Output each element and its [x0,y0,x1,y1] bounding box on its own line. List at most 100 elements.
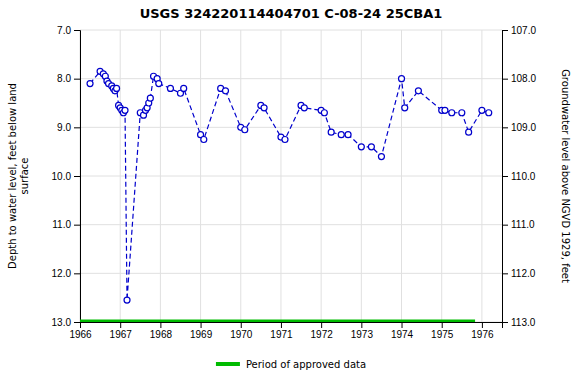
tick-mark [74,225,80,226]
tick: 11.0 [52,219,80,230]
tick: 109.0 [502,122,536,133]
tick-label: 1976 [471,329,494,340]
tick-mark [402,322,403,328]
tick-mark [74,79,80,80]
tick: 12.0 [52,268,80,279]
legend-swatch [216,362,240,366]
point [415,88,421,94]
tick: 110.0 [502,171,536,182]
point [124,297,130,303]
tick-label: 109.0 [511,122,536,133]
tick: 113.0 [502,317,536,328]
tick-label: 110.0 [511,171,536,182]
tick: 1975 [431,322,454,340]
point [122,107,128,113]
tick-label: 9.0 [57,122,71,133]
point [328,129,334,135]
point [87,81,93,87]
tick-mark [361,322,362,328]
tick: 1972 [311,322,334,340]
tick: 10.0 [52,171,80,182]
point [345,132,351,138]
grid-line [80,224,502,225]
point [114,85,120,91]
tick-label: 108.0 [511,73,536,84]
tick: 1966 [69,322,92,340]
axis-line [503,31,509,323]
tick-mark [321,322,322,328]
axis-line [74,31,81,323]
tick: 108.0 [502,73,536,84]
tick-mark [502,322,508,323]
point [147,95,153,101]
tick-label: 112.0 [511,268,536,279]
tick: 1970 [230,322,253,340]
period-bar [80,320,475,323]
point [466,129,472,135]
point [338,132,344,138]
tick-mark [160,322,161,328]
tick-label: 1972 [311,329,334,340]
point [242,127,248,133]
tick-mark [502,273,508,274]
tick-label: 11.0 [52,219,71,230]
tick-label: 13.0 [52,317,72,328]
tick-label: 12.0 [52,268,72,279]
tick-mark [74,322,80,323]
tick-mark [120,322,121,328]
tick-mark [241,322,242,328]
tick-label: 111.0 [511,219,535,230]
tick: 8.0 [57,73,80,84]
tick: 1971 [270,322,293,340]
tick: 111.0 [502,219,535,230]
tick-label: 1973 [351,329,374,340]
tick-mark [74,273,80,274]
point [222,88,228,94]
tick-label: 107.0 [511,25,536,36]
tick-label: 1966 [69,329,92,340]
tick-label: 1969 [190,329,213,340]
tick-label: 1967 [110,329,133,340]
point [181,85,187,91]
tick-label: 1974 [391,329,414,340]
grid [80,30,502,322]
tick: 1973 [351,322,374,340]
y-axis: 7.0 8.0 9.0 10.0 11.0 12.0 13.0 [52,25,81,328]
point [201,137,207,143]
tick-mark [74,30,80,31]
tick-label: 1968 [150,329,173,340]
tick-mark [442,322,443,328]
point [156,81,162,87]
y-axis-title: Depth to water level, feet below landsur… [7,83,30,269]
point [358,144,364,150]
point [399,76,405,82]
tick-mark [502,79,508,80]
tick-mark [502,127,508,128]
point [442,107,448,113]
tick-label: 1975 [431,329,454,340]
axis-line [81,323,503,329]
point [402,105,408,111]
y2-axis: 107.0 108.0 109.0 110.0 111.0 112.0 113.0 [502,25,536,328]
point [368,144,374,150]
grid-line [80,273,502,274]
tick: 1968 [150,322,173,340]
tick: 107.0 [502,25,536,36]
tick-mark [502,176,508,177]
y2-axis-title: Groundwater level above NGVD 1929, feet [560,69,571,283]
point [486,110,492,116]
tick-label: 7.0 [57,25,71,36]
tick: 1974 [391,322,414,340]
title: USGS 324220114404701 C-08-24 25CBA1 [140,6,443,21]
tick-label: 1970 [230,329,253,340]
grid-line [80,30,502,31]
tick-label: 10.0 [52,171,72,182]
tick-mark [502,30,508,31]
point [479,107,485,113]
tick: 1967 [110,322,133,340]
point [449,110,455,116]
tick: 9.0 [57,122,80,133]
point [261,105,267,111]
point [378,154,384,160]
tick-mark [74,176,80,177]
